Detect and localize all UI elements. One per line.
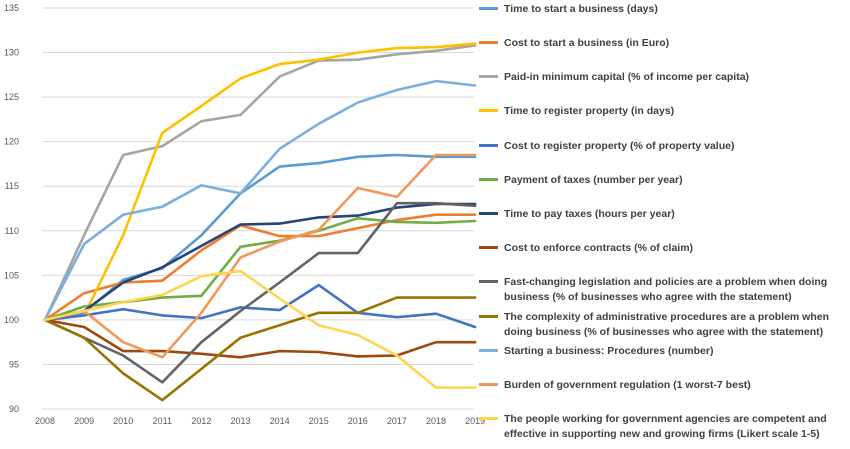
legend-label: effective in supporting new and growing … — [504, 428, 820, 440]
y-tick-label: 105 — [4, 270, 19, 280]
legend-label: Payment of taxes (number per year) — [504, 174, 683, 186]
legend-item: Payment of taxes (number per year) — [479, 174, 683, 186]
x-tick-label: 2009 — [74, 416, 94, 426]
legend-item: Paid-in minimum capital (% of income per… — [479, 71, 749, 83]
legend-item: The people working for government agenci… — [479, 413, 827, 440]
y-tick-label: 100 — [4, 315, 19, 325]
legend-label: Cost to start a business (in Euro) — [504, 37, 669, 49]
legend-label: The complexity of administrative procedu… — [504, 311, 829, 323]
y-tick-label: 120 — [4, 137, 19, 147]
x-tick-label: 2012 — [191, 416, 211, 426]
legend-item: Fast-changing legislation and policies a… — [479, 276, 827, 303]
x-tick-label: 2018 — [426, 416, 446, 426]
legend-label: Cost to register property (% of property… — [504, 140, 734, 152]
y-axis-tick-labels: 90 95 100 105 110 115 120 125 130 135 — [4, 3, 19, 414]
legend-label: Time to pay taxes (hours per year) — [504, 208, 675, 220]
y-tick-label: 130 — [4, 48, 19, 58]
legend-label: Starting a business: Procedures (number) — [504, 345, 713, 357]
legend-item: Time to register property (in days) — [479, 105, 674, 117]
series-line-11 — [43, 79, 477, 322]
y-tick-label: 125 — [4, 92, 19, 102]
legend: Time to start a business (days) Cost to s… — [479, 3, 829, 440]
legend-item: The complexity of administrative procedu… — [479, 311, 829, 338]
x-tick-label: 2011 — [153, 416, 172, 426]
series-line-4 — [43, 42, 477, 322]
y-tick-label: 115 — [5, 181, 19, 191]
legend-label: Burden of government regulation (1 worst… — [504, 379, 751, 391]
series-line-2 — [43, 213, 477, 322]
legend-item: Time to start a business (days) — [479, 3, 658, 15]
series-line-7 — [43, 202, 477, 322]
legend-label: Time to register property (in days) — [504, 105, 674, 117]
x-tick-label: 2013 — [230, 416, 250, 426]
legend-item: Burden of government regulation (1 worst… — [479, 379, 751, 391]
x-tick-label: 2010 — [113, 416, 133, 426]
series-line-13 — [43, 269, 477, 389]
x-axis-tick-labels: 2008 2009 2010 2011 2012 2013 2014 2015 2016 2017… — [35, 416, 485, 426]
series-line-8 — [43, 318, 477, 359]
x-tick-label: 2014 — [270, 416, 290, 426]
series-lines — [43, 42, 477, 402]
x-tick-label: 2019 — [465, 416, 485, 426]
y-tick-label: 95 — [9, 359, 19, 369]
y-tick-label: 110 — [5, 226, 19, 236]
legend-label: Paid-in minimum capital (% of income per… — [504, 71, 749, 83]
series-line-3 — [43, 44, 477, 322]
legend-label: Fast-changing legislation and policies a… — [504, 276, 827, 288]
legend-item: Cost to register property (% of property… — [479, 140, 734, 152]
series-line-5 — [43, 283, 477, 329]
x-tick-label: 2017 — [387, 416, 407, 426]
legend-item: Time to pay taxes (hours per year) — [479, 208, 675, 220]
legend-label: business (% of businesses who agree with… — [504, 291, 792, 303]
legend-item: Cost to start a business (in Euro) — [479, 37, 669, 49]
x-tick-label: 2016 — [348, 416, 368, 426]
legend-label: doing business (% of businesses who agre… — [504, 326, 823, 338]
x-tick-label: 2015 — [309, 416, 329, 426]
legend-item: Starting a business: Procedures (number) — [479, 345, 713, 357]
legend-item: Cost to enforce contracts (% of claim) — [479, 242, 693, 254]
y-tick-label: 90 — [9, 404, 19, 414]
y-tick-label: 135 — [4, 3, 19, 13]
legend-label: Cost to enforce contracts (% of claim) — [504, 242, 693, 254]
legend-label: The people working for government agenci… — [504, 413, 827, 425]
series-line-9 — [43, 201, 477, 384]
series-line-12 — [43, 153, 477, 359]
legend-label: Time to start a business (days) — [504, 3, 658, 15]
series-line-10 — [43, 296, 477, 402]
x-tick-label: 2008 — [35, 416, 55, 426]
